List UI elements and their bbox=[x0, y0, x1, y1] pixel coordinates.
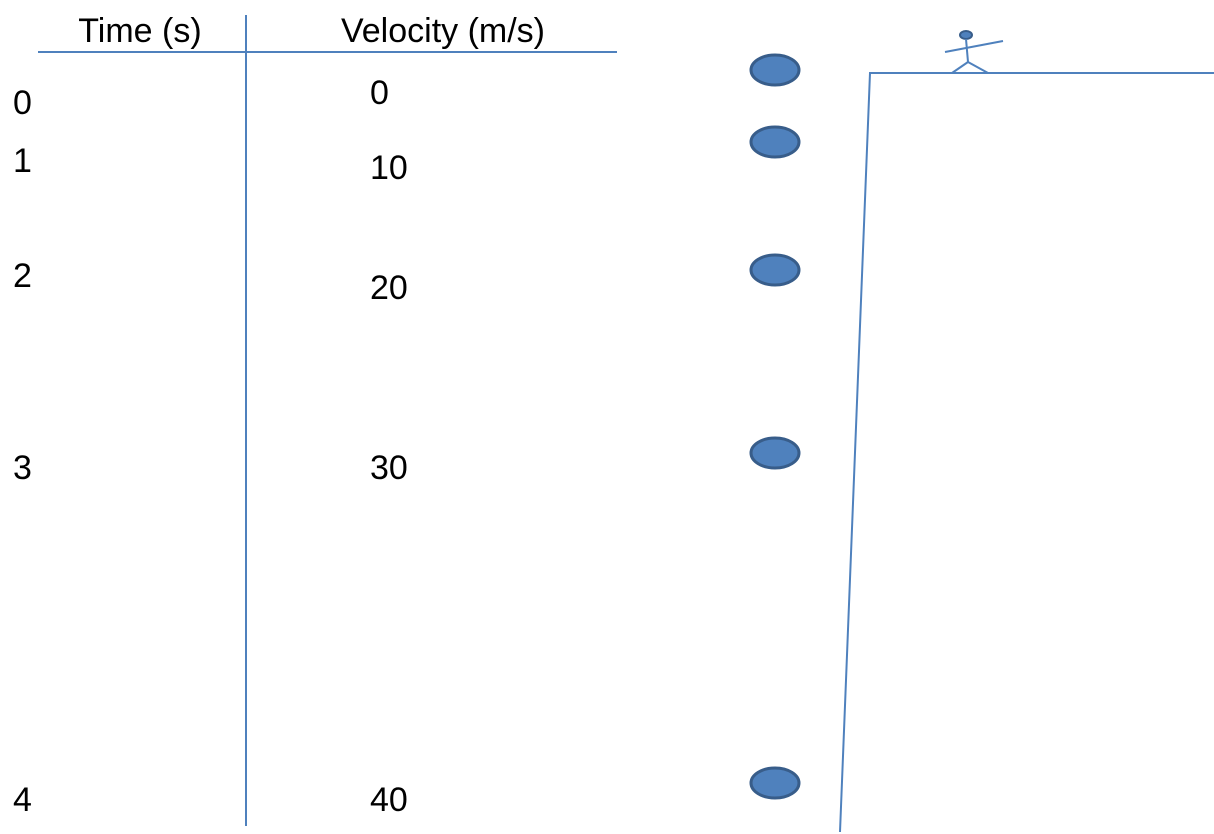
velocity-cell: 40 bbox=[370, 781, 408, 819]
stick-figure bbox=[945, 31, 1003, 73]
cliff bbox=[840, 73, 1214, 832]
velocity-cell: 0 bbox=[370, 74, 389, 112]
time-cell: 1 bbox=[13, 142, 32, 180]
velocity-cell: 10 bbox=[370, 149, 408, 187]
time-cell: 3 bbox=[13, 449, 32, 487]
velocity-cell: 30 bbox=[370, 449, 408, 487]
slide: Time (s) Velocity (m/s) 0 0 1 10 2 20 3 … bbox=[0, 0, 1214, 834]
ball bbox=[751, 55, 799, 85]
time-cell: 4 bbox=[13, 781, 32, 819]
ball bbox=[751, 127, 799, 157]
time-cell: 2 bbox=[13, 257, 32, 295]
time-header: Time (s) bbox=[78, 12, 201, 50]
ball bbox=[751, 255, 799, 285]
ball bbox=[751, 768, 799, 798]
time-cell: 0 bbox=[13, 84, 32, 122]
ball bbox=[751, 438, 799, 468]
velocity-header: Velocity (m/s) bbox=[341, 12, 545, 50]
velocity-cell: 20 bbox=[370, 269, 408, 307]
